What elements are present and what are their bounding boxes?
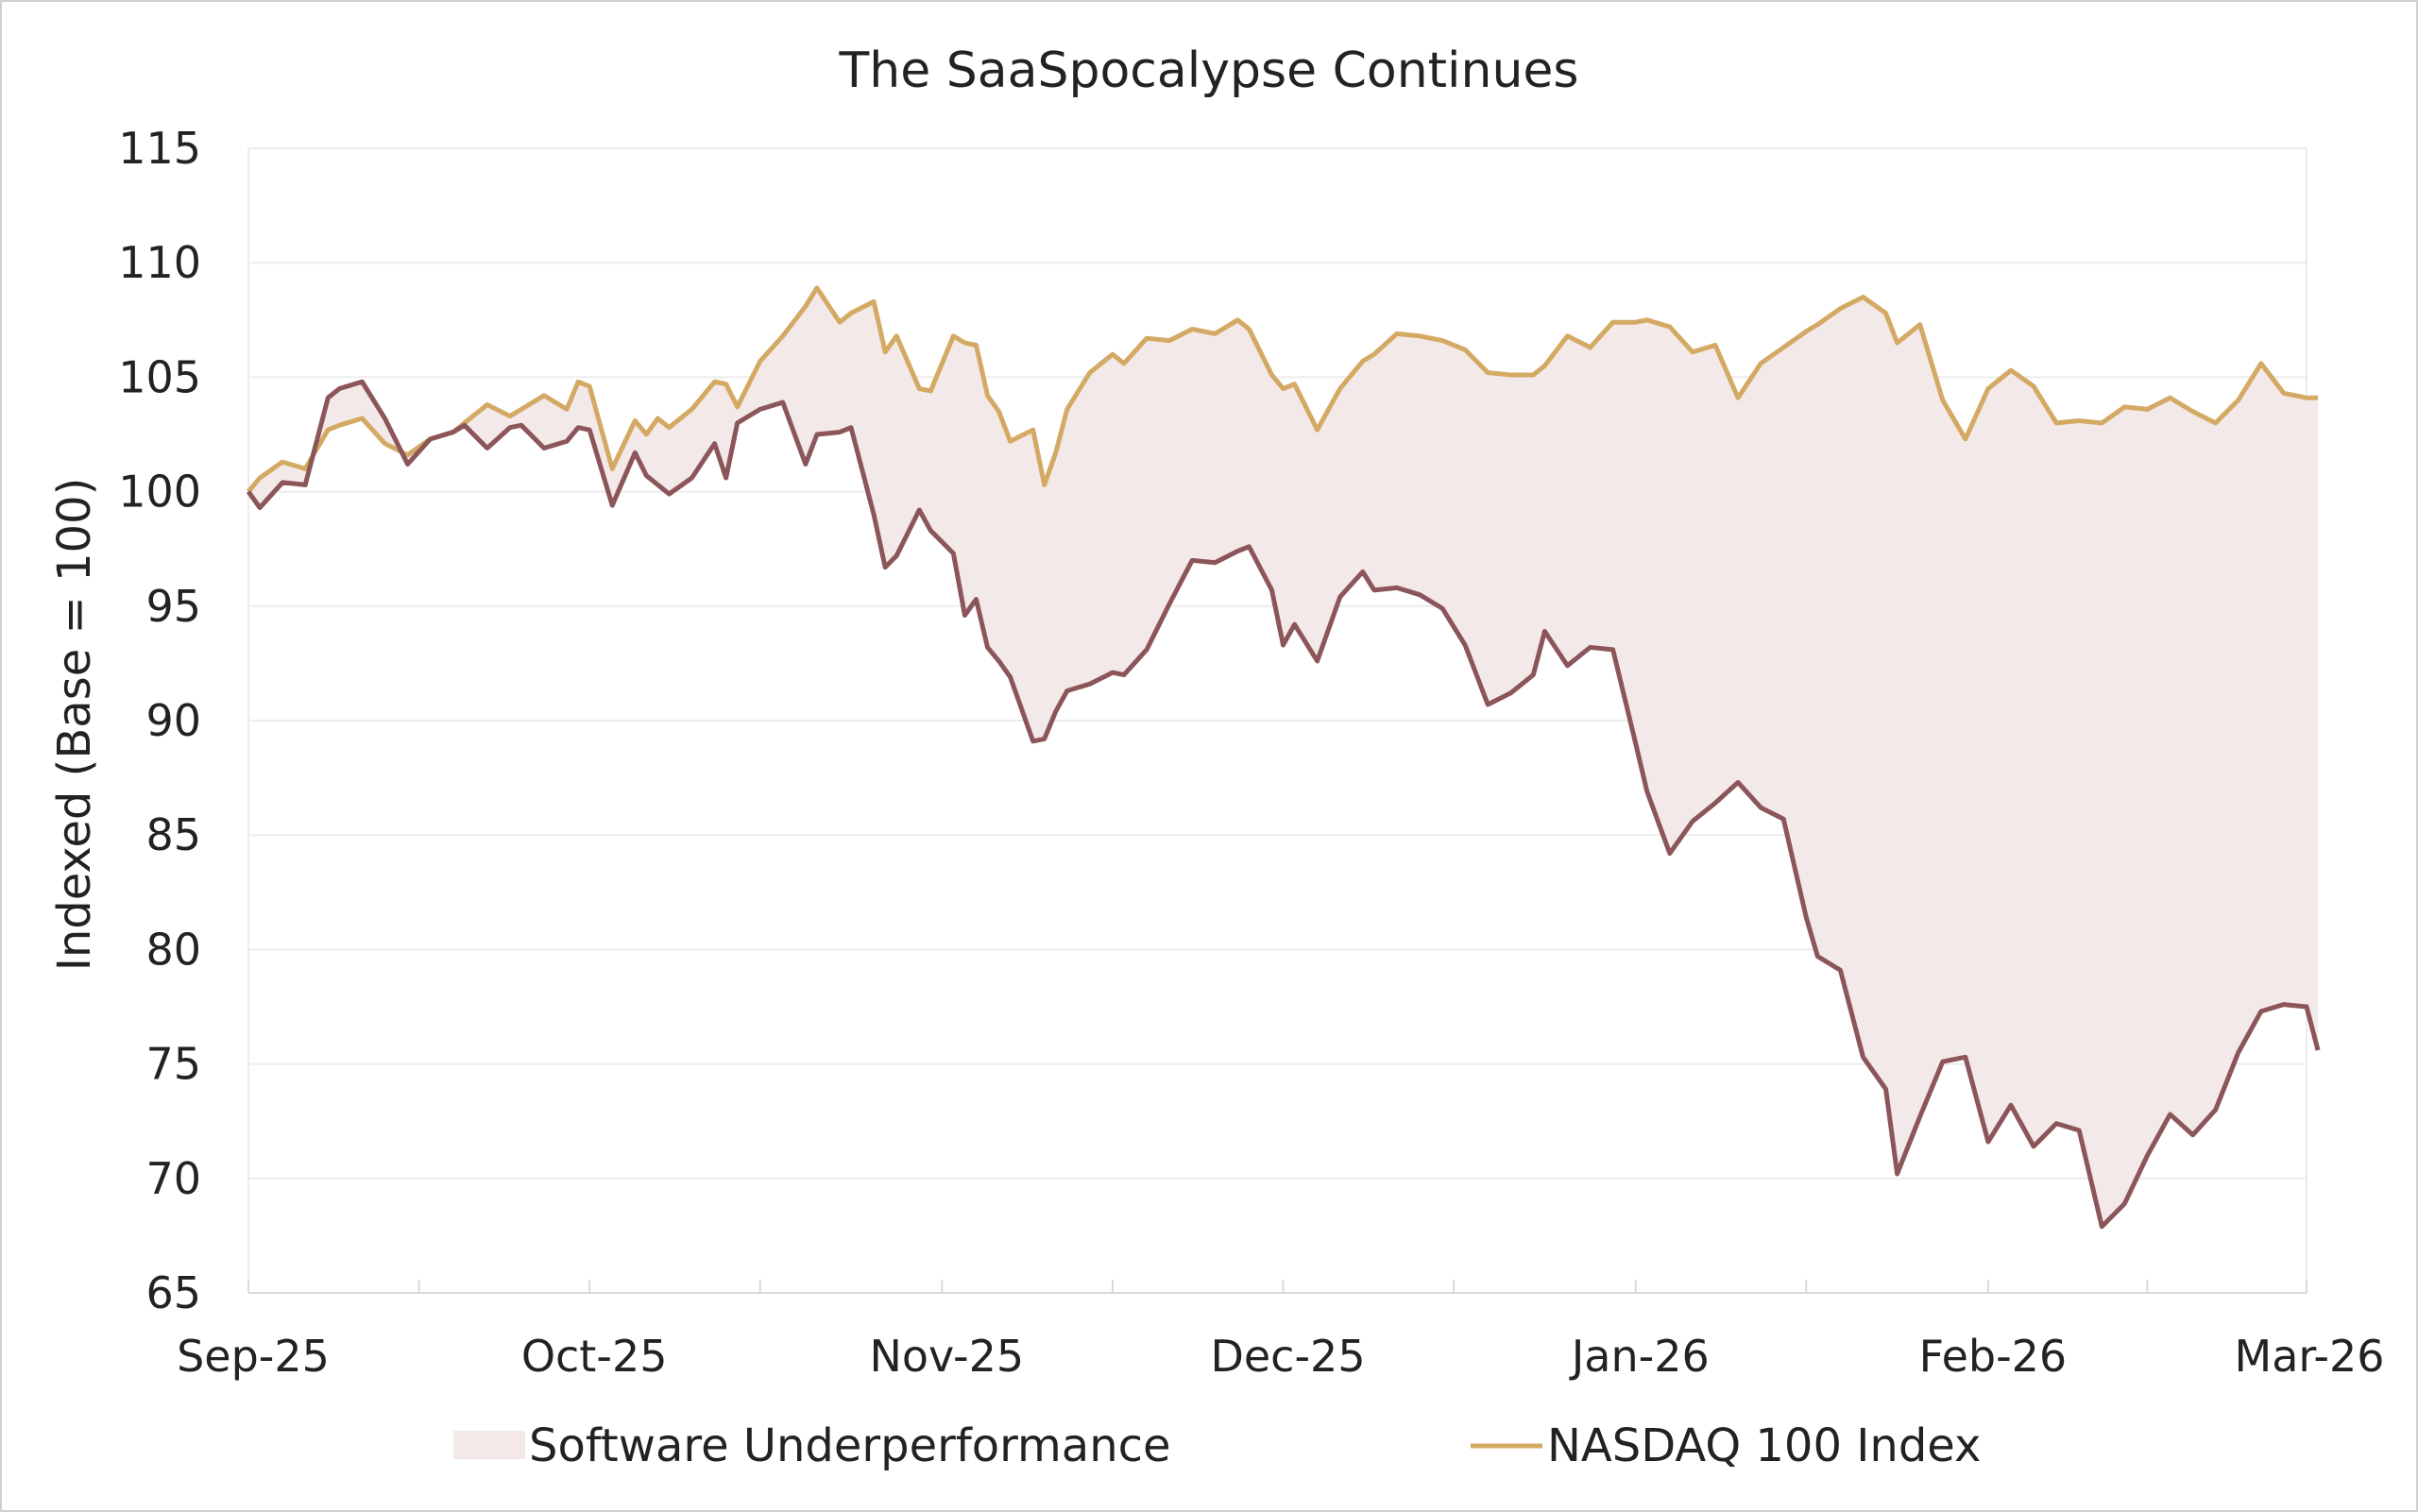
legend-swatch-software-underperformance [453,1431,525,1459]
chart-title: The SaaSpocalypse Continues [838,42,1578,99]
y-axis-title: Indexed (Base = 100) [48,478,101,972]
x-tick-label-Nov-25: Nov-25 [870,1331,1025,1382]
x-axis [247,1280,2307,1294]
software-underperformance-area [248,287,2319,1227]
y-tick-label-70: 70 [145,1153,201,1204]
legend-label-software-underperformance: Software Underperformance [529,1419,1171,1472]
series-layer [246,285,2321,1230]
legend: Software Underperformance NASDAQ 100 Ind… [453,1419,1981,1472]
y-tick-label-80: 80 [145,924,201,975]
y-tick-label-65: 65 [145,1267,201,1318]
y-tick-label-95: 95 [145,581,201,632]
y-tick-label-90: 90 [145,695,201,746]
series-line-software [246,379,2321,1230]
y-tick-label-105: 105 [118,351,201,402]
y-tick-label-75: 75 [145,1039,201,1090]
x-tick-label-Jan-26: Jan-26 [1569,1331,1710,1382]
legend-label-nasdaq-100-index: NASDAQ 100 Index [1547,1419,1981,1472]
x-tick-label-Sep-25: Sep-25 [177,1331,330,1382]
x-tick-labels: Sep-25 Oct-25 Nov-25 Dec-25 Jan-26 Feb-26 Mar-… [177,1331,2384,1382]
x-tick-label-Feb-26: Feb-26 [1919,1331,2068,1382]
series-line-nasdaq-100-index [247,285,2319,494]
y-tick-label-85: 85 [145,809,201,860]
x-tick-label-Dec-25: Dec-25 [1210,1331,1365,1382]
x-tick-label-Mar-26: Mar-26 [2235,1331,2385,1382]
x-tick-label-Oct-25: Oct-25 [521,1331,668,1382]
fill-area-layer [248,287,2319,1227]
y-tick-label-110: 110 [118,237,201,288]
y-tick-label-115: 115 [118,123,201,174]
y-tick-labels: 65 70 75 80 85 90 95 100 105 110 115 [118,123,201,1318]
y-tick-label-100: 100 [118,467,201,518]
